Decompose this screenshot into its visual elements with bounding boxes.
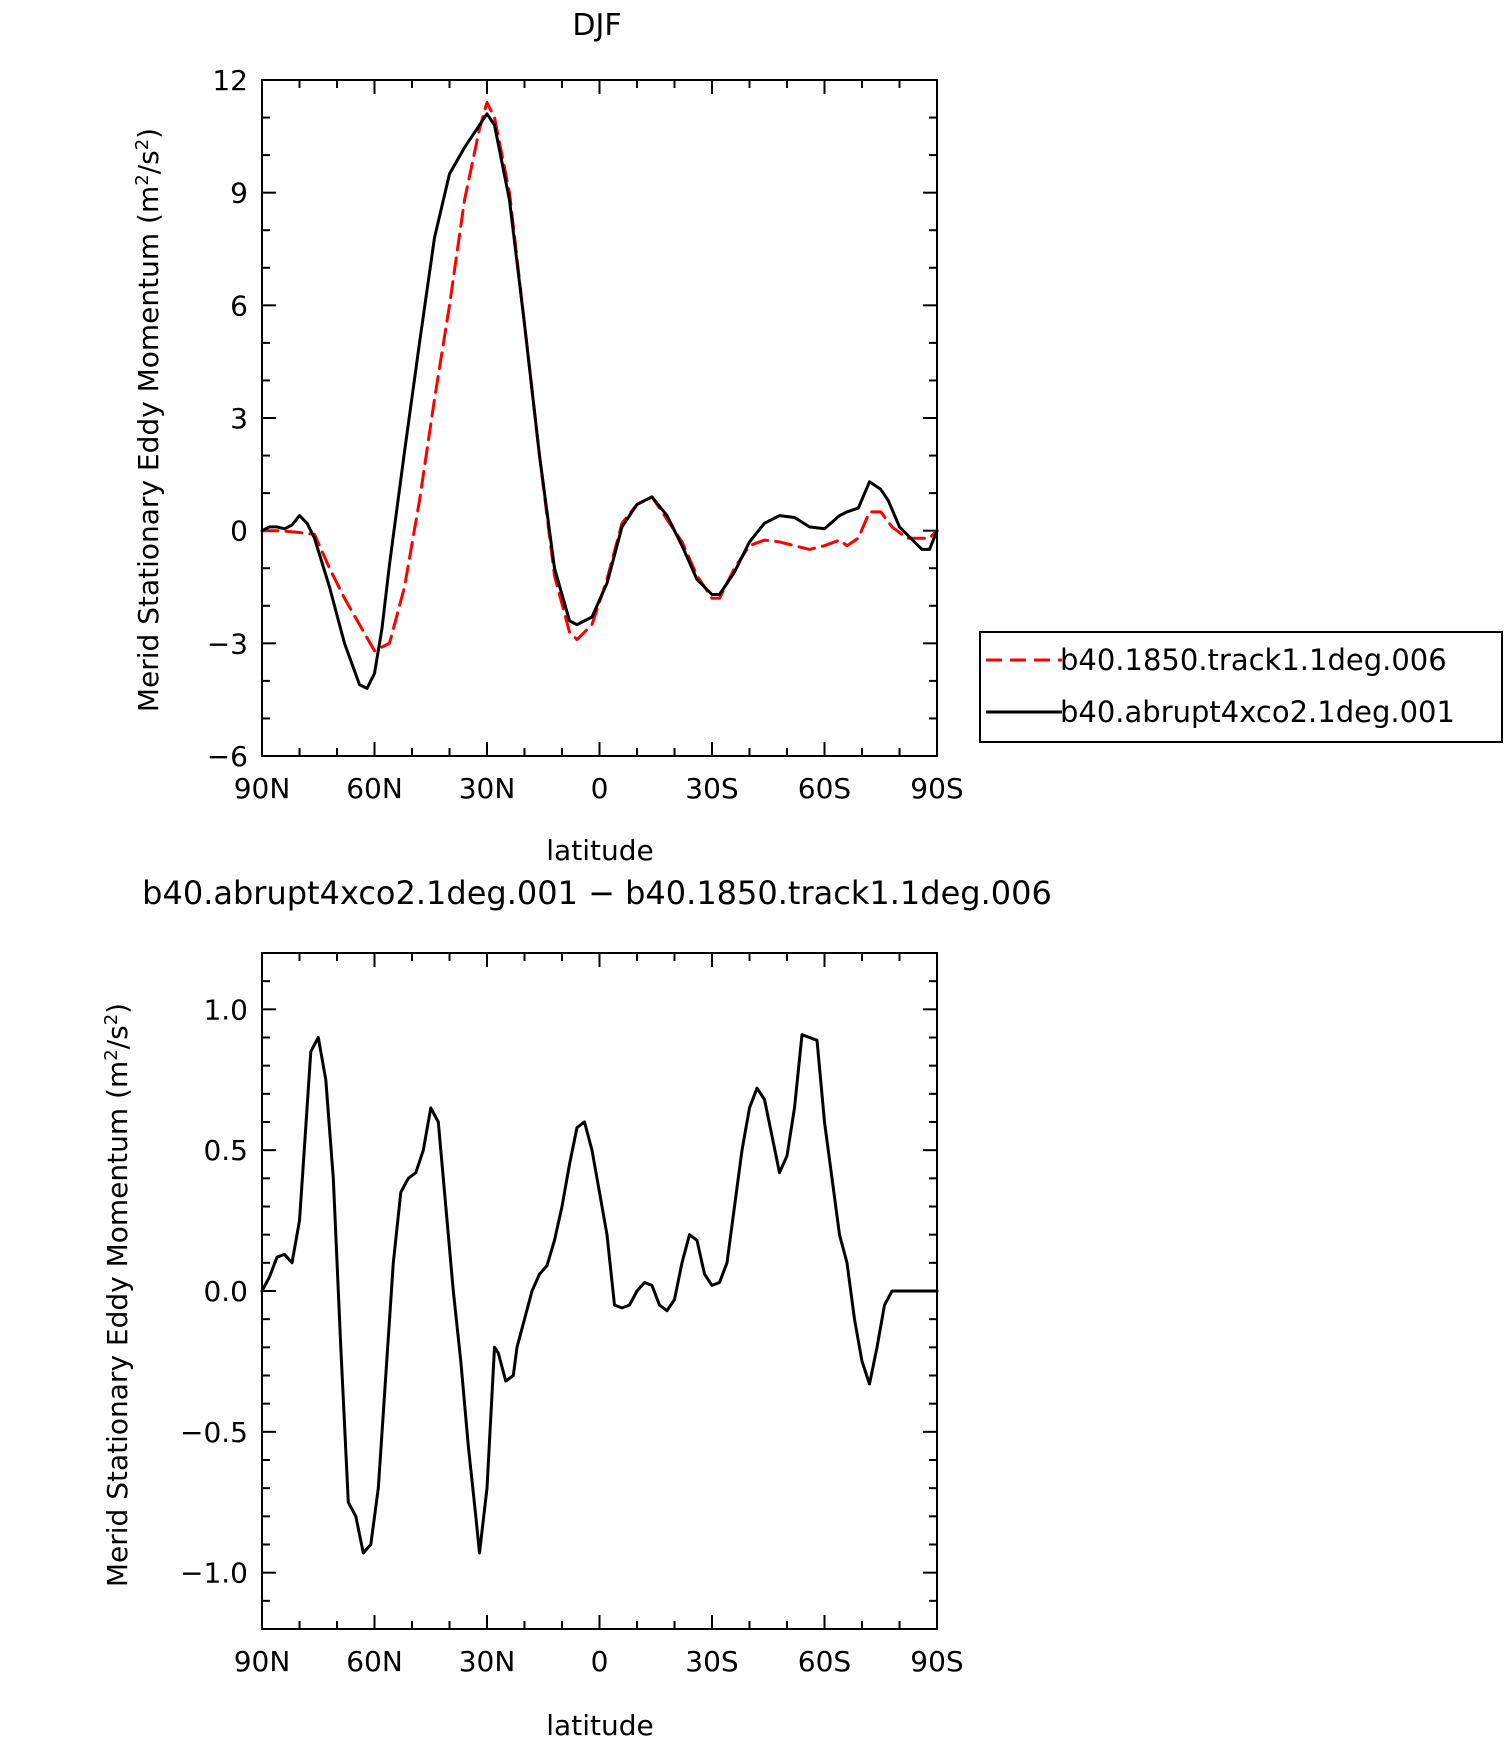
- y-tick-label: 9: [230, 177, 248, 210]
- bottom-y-axis-label: Merid Stationary Eddy Momentum (m2/s2): [101, 1003, 134, 1587]
- bottom-x-axis-label: latitude: [546, 1709, 653, 1742]
- y-tick-label: −0.5: [180, 1416, 248, 1449]
- x-tick-label: 60N: [346, 1645, 403, 1678]
- x-tick-label: 60S: [798, 772, 851, 805]
- y-tick-label: −1.0: [180, 1557, 248, 1590]
- plot-frame: [261, 79, 938, 757]
- legend-label-series-1: b40.1850.track1.1deg.006: [1060, 643, 1447, 677]
- y-tick-label: −6: [207, 740, 248, 773]
- x-tick-label: 30N: [459, 1645, 516, 1678]
- x-tick-label: 90S: [910, 1645, 963, 1678]
- x-tick-label: 0: [591, 772, 609, 805]
- legend: b40.1850.track1.1deg.006 b40.abrupt4xco2…: [979, 631, 1503, 743]
- x-tick-label: 90N: [234, 772, 291, 805]
- top-x-axis-label: latitude: [546, 834, 653, 867]
- series-line-1: [260, 1033, 939, 1555]
- top-chart-title: DJF: [572, 8, 621, 43]
- y-tick-label: 0: [230, 515, 248, 548]
- y-tick-label: 1.0: [203, 993, 248, 1026]
- x-tick-label: 30S: [685, 772, 738, 805]
- x-tick-label: 0: [591, 1645, 609, 1678]
- series-line-2: [260, 112, 939, 690]
- x-tick-label: 90S: [910, 772, 963, 805]
- y-tick-label: 6: [230, 289, 248, 322]
- legend-box: [979, 631, 1503, 743]
- plot-frame: [261, 952, 938, 1630]
- y-tick-label: 0.0: [203, 1275, 248, 1308]
- x-tick-label: 60N: [346, 772, 403, 805]
- y-tick-label: 12: [212, 64, 248, 97]
- y-tick-label: 3: [230, 402, 248, 435]
- bottom-panel: b40.abrupt4xco2.1deg.001 − b40.1850.trac…: [101, 874, 1052, 1742]
- y-tick-label: 0.5: [203, 1134, 248, 1167]
- x-tick-label: 30S: [685, 1645, 738, 1678]
- legend-label-series-2: b40.abrupt4xco2.1deg.001: [1060, 695, 1455, 729]
- x-tick-label: 60S: [798, 1645, 851, 1678]
- series-line-1: [260, 101, 939, 653]
- x-tick-label: 90N: [234, 1645, 291, 1678]
- top-panel: DJF latitude Merid Stationary Eddy Momen…: [132, 8, 964, 867]
- y-tick-label: −3: [207, 627, 248, 660]
- x-tick-label: 30N: [459, 772, 516, 805]
- top-y-axis-label: Merid Stationary Eddy Momentum (m2/s2): [132, 128, 165, 712]
- bottom-chart-title: b40.abrupt4xco2.1deg.001 − b40.1850.trac…: [142, 874, 1052, 912]
